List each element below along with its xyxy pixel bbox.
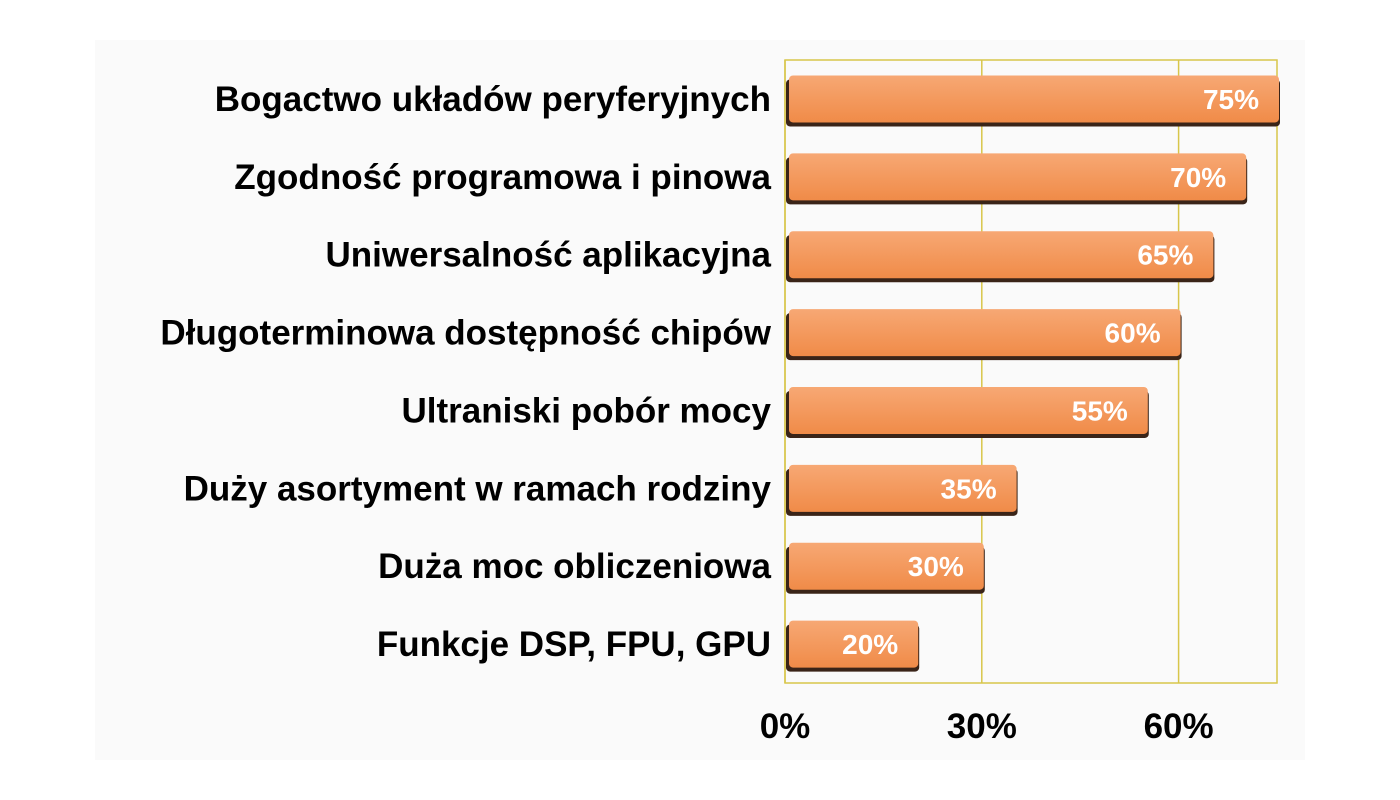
data-label: 65%: [1137, 240, 1193, 271]
category-label: Duży asortyment w ramach rodziny: [184, 469, 772, 508]
bar-face: [789, 464, 1017, 512]
bars: 75% 70% 65% 60% 55% 35% 30% 20%: [786, 75, 1280, 672]
category-label: Ultraniski pobór mocy: [401, 391, 771, 430]
bar-face: [789, 231, 1214, 279]
bar-face: [789, 386, 1148, 434]
category-label: Zgodność programowa i pinowa: [234, 158, 771, 197]
bar-face: [789, 309, 1181, 357]
category-label: Uniwersalność aplikacyjna: [326, 236, 772, 275]
bar-face: [789, 620, 919, 668]
data-label: 60%: [1105, 318, 1161, 349]
bar-face: [789, 153, 1247, 201]
bar-7: 30%: [786, 542, 985, 594]
x-tick-label: 0%: [760, 707, 811, 746]
bar-face: [789, 75, 1279, 123]
bar-5: 55%: [786, 386, 1149, 438]
bar-3: 65%: [786, 231, 1215, 283]
bar-8: 20%: [786, 620, 920, 672]
x-tick-label: 60%: [1144, 707, 1214, 746]
data-label: 35%: [941, 473, 997, 504]
plot-area-border: [784, 59, 1278, 684]
category-labels: Bogactwo układów peryferyjnych Zgodność p…: [160, 80, 771, 664]
category-label: Długoterminowa dostępność chipów: [160, 314, 771, 353]
category-label: Bogactwo układów peryferyjnych: [215, 80, 771, 119]
category-label: Duża moc obliczeniowa: [378, 547, 771, 586]
bar-1: 75%: [786, 75, 1280, 127]
category-label: Funkcje DSP, FPU, GPU: [377, 625, 771, 664]
data-label: 75%: [1203, 84, 1259, 115]
bar-6: 35%: [786, 464, 1018, 516]
bar-face: [789, 542, 984, 590]
x-tick-label: 30%: [947, 707, 1017, 746]
data-label: 55%: [1072, 395, 1128, 426]
data-label: 70%: [1170, 162, 1226, 193]
x-axis-tick-labels: 0% 30% 60%: [760, 707, 1214, 746]
data-label: 20%: [842, 629, 898, 660]
data-label: 30%: [908, 551, 964, 582]
bar-2: 70%: [786, 153, 1248, 205]
bar-4: 60%: [786, 309, 1182, 361]
